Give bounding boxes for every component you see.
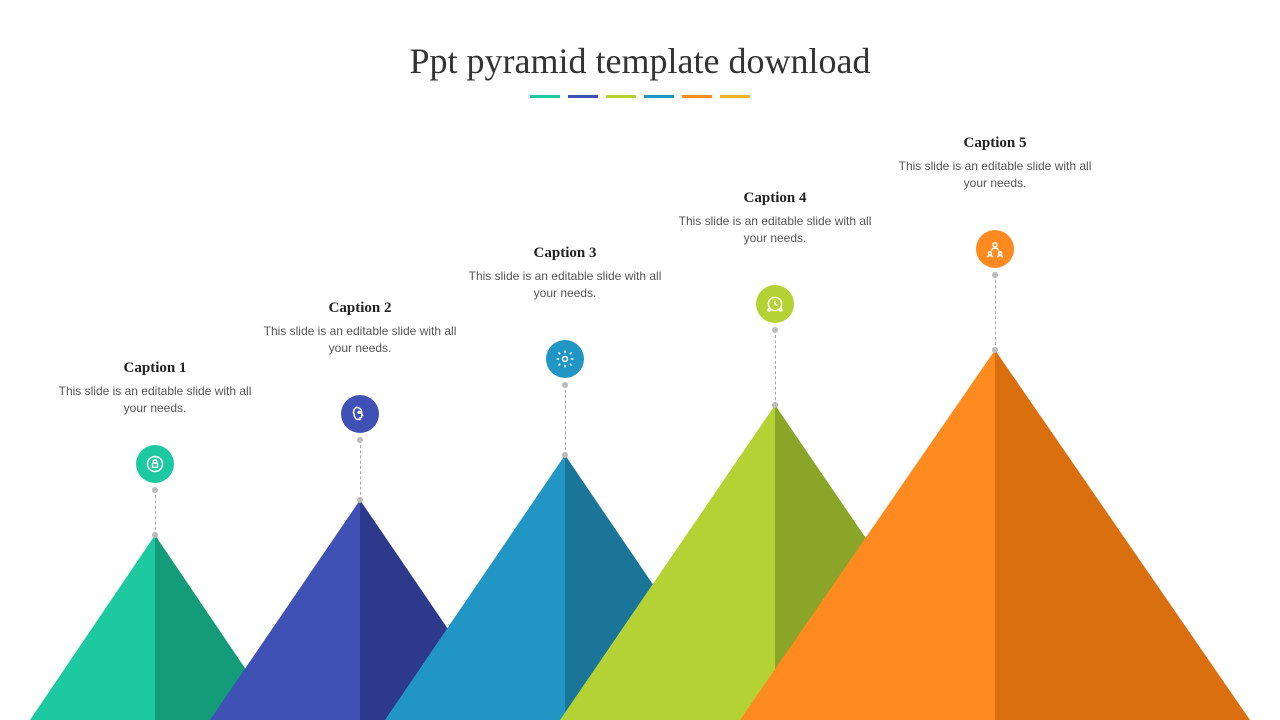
callout-4: Caption 4 This slide is an editable slid… <box>675 190 875 259</box>
callout-2: Caption 2 This slide is an editable slid… <box>260 300 460 369</box>
caption-body-2: This slide is an editable slide with all… <box>260 323 460 357</box>
caption-title-1: Caption 1 <box>55 360 255 377</box>
connector-dot <box>357 497 363 503</box>
connector-dot <box>152 532 158 538</box>
connector-dot <box>562 382 568 388</box>
pyramid-area: Caption 1 This slide is an editable slid… <box>0 0 1280 720</box>
connector-dot <box>772 327 778 333</box>
connector-line-2 <box>360 440 361 500</box>
caption-title-3: Caption 3 <box>465 245 665 262</box>
caption-body-5: This slide is an editable slide with all… <box>895 158 1095 192</box>
caption-body-3: This slide is an editable slide with all… <box>465 268 665 302</box>
pyramid-5 <box>740 350 1250 720</box>
slide-container: Ppt pyramid template download Caption 1 … <box>0 0 1280 720</box>
connector-line-1 <box>155 490 156 535</box>
connector-dot <box>152 487 158 493</box>
lock-icon <box>136 445 174 483</box>
callout-1: Caption 1 This slide is an editable slid… <box>55 360 255 429</box>
people-icon <box>976 230 1014 268</box>
connector-dot <box>992 272 998 278</box>
caption-title-4: Caption 4 <box>675 190 875 207</box>
gear-icon <box>546 340 584 378</box>
connector-dot <box>992 347 998 353</box>
connector-dot <box>357 437 363 443</box>
connector-line-5 <box>995 275 996 350</box>
clock-icon <box>756 285 794 323</box>
caption-title-2: Caption 2 <box>260 300 460 317</box>
caption-body-4: This slide is an editable slide with all… <box>675 213 875 247</box>
callout-5: Caption 5 This slide is an editable slid… <box>895 135 1095 204</box>
callout-3: Caption 3 This slide is an editable slid… <box>465 245 665 314</box>
caption-body-1: This slide is an editable slide with all… <box>55 383 255 417</box>
head-icon <box>341 395 379 433</box>
caption-title-5: Caption 5 <box>895 135 1095 152</box>
